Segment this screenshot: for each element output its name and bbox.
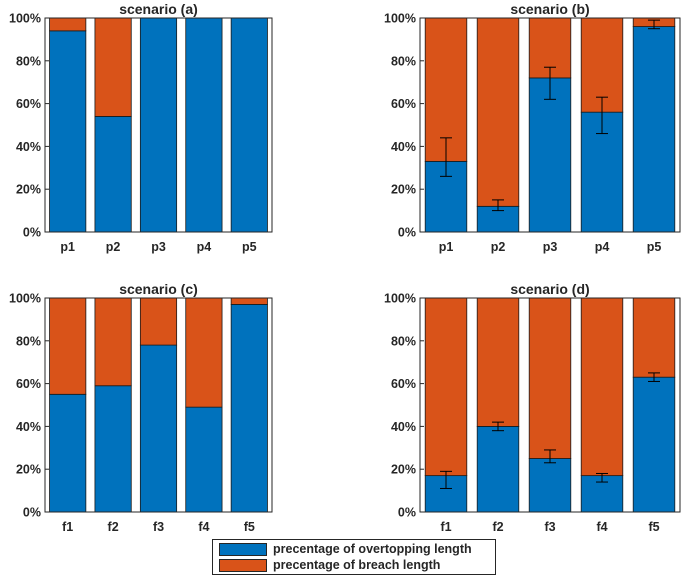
y-tick-label: 40% [16,420,41,434]
figure: p1 p2 p3 p4 p5 0% 20% 40% 60% 80% 100% scenario (a)… [9,1,681,534]
x-tick-label: f5 [244,520,255,534]
x-tick-label: p1 [60,240,75,254]
y-tick-label: 100% [384,12,416,26]
x-tick-label: f3 [153,520,164,534]
y-tick-label: 100% [9,12,41,26]
y-tick-label: 80% [16,334,41,348]
axes-box [419,297,681,513]
y-tick-label: 60% [16,377,41,391]
chart-panel: f1 f2 f3 f4 f5 0% 20% 40% 60% 80% 100% scenario (c) [9,281,273,534]
legend-swatch-breach [219,558,267,572]
bar-overtopping [476,425,520,513]
legend-label-breach: precentage of breach length [273,558,441,572]
y-tick-label: 0% [23,226,41,240]
bar-overtopping [528,458,572,513]
bar-overtopping [49,393,87,513]
bar-breach [139,297,178,346]
chart-title: scenario (d) [510,281,589,297]
bar-overtopping [230,17,268,233]
x-tick-label: p3 [543,240,558,254]
legend-item-breach: precentage of breach length [219,557,440,573]
bar-breach [49,17,87,32]
x-tick-label: f2 [492,520,503,534]
axes-box [419,17,681,233]
y-tick-label: 40% [391,140,416,154]
bar-breach [476,17,520,207]
bar-breach [49,297,87,395]
bar-overtopping [94,116,132,233]
x-tick-label: f4 [198,520,209,534]
y-tick-label: 100% [384,292,416,306]
bar-overtopping [185,17,223,233]
bar-breach [580,17,624,113]
y-tick-label: 20% [16,463,41,477]
y-tick-label: 80% [391,54,416,68]
x-tick-label: p4 [595,240,610,254]
chart-panel: f1 f2 f3 f4 f5 0% 20% 40% 60% 80% 100% scenario (d) [384,281,681,534]
bar-breach [230,297,268,305]
x-tick-label: f1 [440,520,451,534]
chart-title: scenario (c) [119,281,198,297]
axes-box [44,17,273,233]
x-tick-label: f5 [648,520,659,534]
bar-overtopping [528,77,572,233]
bar-overtopping [185,406,223,513]
bar-overtopping [230,304,268,513]
y-tick-label: 80% [391,334,416,348]
x-tick-label: p5 [242,240,257,254]
x-tick-label: p2 [491,240,506,254]
bar-overtopping [139,17,178,233]
bar-breach [580,297,624,477]
legend-swatch-overtopping [219,542,267,556]
x-tick-label: f4 [596,520,607,534]
y-tick-label: 60% [391,97,416,111]
legend-label-overtopping: precentage of overtopping length [273,542,472,556]
x-tick-label: p1 [439,240,454,254]
chart-panel: p1 p2 p3 p4 p5 0% 20% 40% 60% 80% 100% scenario (a) [9,1,273,254]
bar-overtopping [49,30,87,233]
y-tick-label: 40% [391,420,416,434]
legend: precentage of overtopping length precent… [212,539,496,575]
axes-box [44,297,273,513]
y-tick-label: 60% [391,377,416,391]
bar-overtopping [139,344,178,513]
bar-breach [632,297,676,378]
y-tick-label: 80% [16,54,41,68]
bar-overtopping [632,376,676,513]
bar-breach [476,297,520,427]
bar-breach [424,297,468,477]
x-tick-label: f2 [108,520,119,534]
y-tick-label: 40% [16,140,41,154]
bar-breach [94,17,132,117]
y-tick-label: 0% [23,506,41,520]
x-tick-label: p3 [151,240,166,254]
bar-breach [94,297,132,387]
x-tick-label: p4 [197,240,212,254]
y-tick-label: 20% [391,183,416,197]
y-tick-label: 0% [398,506,416,520]
y-tick-label: 100% [9,292,41,306]
x-tick-label: p5 [647,240,662,254]
chart-title: scenario (b) [510,1,589,17]
y-tick-label: 20% [16,183,41,197]
bar-breach [528,297,572,459]
x-tick-label: f3 [544,520,555,534]
chart-panel: p1 p2 p3 p4 p5 0% 20% 40% 60% 80% 100% scenario (b) [384,1,681,254]
y-tick-label: 0% [398,226,416,240]
chart-title: scenario (a) [119,1,198,17]
legend-item-overtopping: precentage of overtopping length [219,541,472,557]
y-tick-label: 20% [391,463,416,477]
x-tick-label: p2 [106,240,121,254]
bar-breach [185,297,223,408]
y-tick-label: 60% [16,97,41,111]
x-tick-label: f1 [62,520,73,534]
bar-overtopping [94,385,132,513]
bar-overtopping [632,26,676,233]
